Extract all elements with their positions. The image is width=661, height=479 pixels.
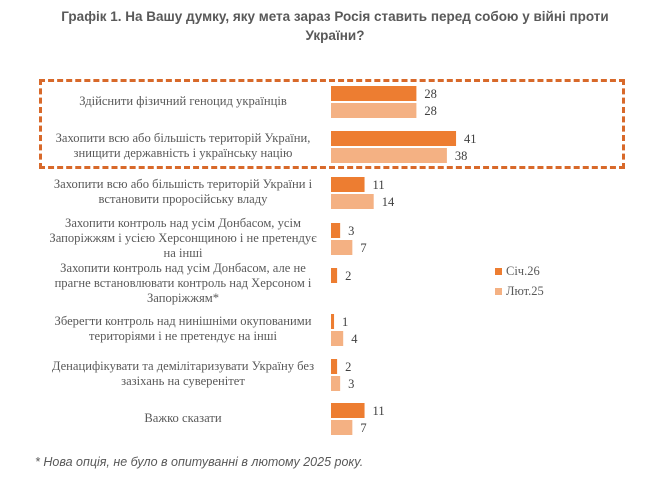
category-label: Захопити всю або більшість територій Укр… (42, 131, 324, 161)
data-label: 2 (345, 269, 351, 283)
bar-liut25 (331, 148, 447, 163)
data-label: 2 (345, 360, 351, 374)
category-label-line: Важко сказати (144, 410, 222, 425)
data-label: 7 (360, 421, 366, 435)
category-label-line: Здійснити фізичний геноцид українців (79, 93, 287, 108)
category-label-line: Захопити контроль над усім Донбасом, усі… (65, 215, 301, 230)
category-label-line: зазіхань на суверенітет (121, 374, 245, 388)
category-label-line: територіями і не претендує на інші (89, 329, 277, 343)
chart-title: Графік 1. На Вашу думку, яку мета зараз … (61, 9, 609, 43)
bar-sich26 (331, 177, 365, 192)
category-label-line: встановити проросійську владу (98, 192, 268, 206)
legend-label-series-1: Лют.25 (506, 284, 544, 298)
data-label: 41 (464, 132, 477, 146)
category-label: Важко сказати (42, 411, 324, 426)
category-label-line: знищити державність і українську націю (73, 146, 293, 160)
data-label: 11 (373, 404, 385, 418)
category-label-line: Денацифікувати та демілітаризувати Украї… (51, 359, 315, 373)
bar-sich26 (331, 86, 417, 101)
footnote: * Нова опція, не було в опитуванні в лют… (35, 455, 364, 469)
category-label: Захопити контроль над усім Донбасом, усі… (42, 216, 324, 261)
legend-label-series-0: Січ.26 (506, 264, 540, 278)
category-label: Денацифікувати та демілітаризувати Украї… (42, 359, 324, 389)
category-label-line: на інші (163, 245, 203, 260)
data-label: 14 (382, 195, 395, 209)
category-label: Захопити всю або більшість територій Укр… (42, 177, 324, 207)
data-label: 28 (424, 87, 437, 101)
bar-sich26 (331, 359, 338, 374)
data-label: 3 (348, 377, 354, 391)
category-label-line: Зберегти контроль над нинішніми окупован… (54, 314, 312, 328)
bar-liut25 (331, 331, 344, 346)
legend-item-series-0: Січ.26 (495, 264, 540, 279)
bar-sich26 (331, 314, 335, 329)
category-label-line: Запоріжжям* (146, 290, 220, 305)
category-label-line: Захопити всю або більшість територій Укр… (53, 177, 313, 191)
bar-sich26 (331, 403, 365, 418)
data-label: 11 (373, 178, 385, 192)
legend-swatch-series-0 (495, 268, 502, 275)
category-label: Зберегти контроль над нинішніми окупован… (42, 314, 324, 344)
category-label-line: Захопити всю або більшість територій Укр… (55, 131, 311, 145)
bar-liut25 (331, 103, 417, 118)
legend-item-series-1: Лют.25 (495, 284, 544, 299)
bar-liut25 (331, 376, 341, 391)
category-label: Здійснити фізичний геноцид українців (42, 94, 324, 109)
data-label: 38 (455, 149, 468, 163)
legend-swatch-series-1 (495, 288, 502, 295)
bar-sich26 (331, 268, 338, 283)
category-label-line: Запоріжжям і усією Херсонщиною і не прет… (49, 230, 317, 245)
highlight-box (39, 79, 625, 169)
data-label: 3 (348, 224, 354, 238)
bar-liut25 (331, 194, 374, 209)
data-label: 4 (351, 332, 358, 346)
data-label: 28 (424, 104, 437, 118)
bar-liut25 (331, 240, 353, 255)
bar-sich26 (331, 223, 341, 238)
category-label-line: Захопити контроль над усім Донбасом, але… (60, 260, 306, 275)
data-label: 7 (360, 241, 366, 255)
bar-sich26 (331, 131, 457, 146)
category-label: Захопити контроль над усім Донбасом, але… (42, 261, 324, 306)
data-label: 1 (342, 315, 348, 329)
bar-liut25 (331, 420, 353, 435)
category-label-line: прагне встановлювати контроль над Херсон… (54, 275, 312, 290)
